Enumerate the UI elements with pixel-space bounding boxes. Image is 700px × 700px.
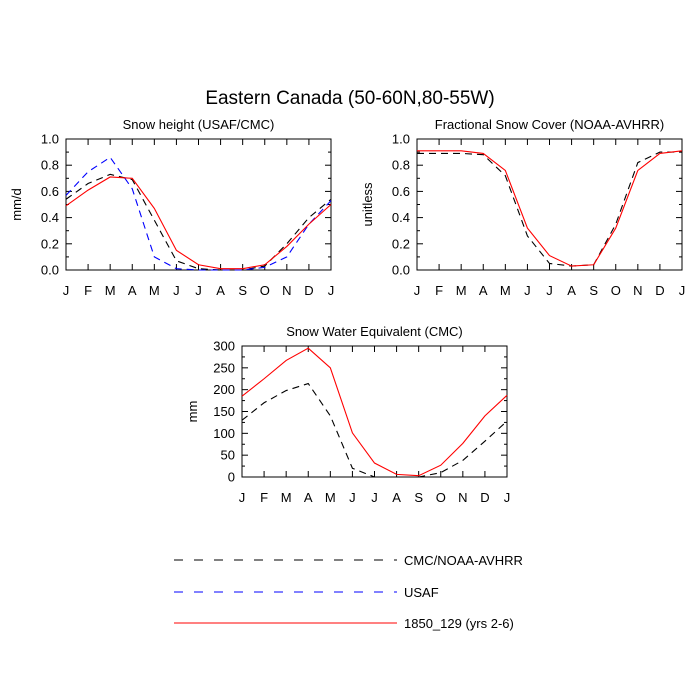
x-tick-label: J xyxy=(414,283,421,298)
legend-item-usaf: USAF xyxy=(174,585,439,600)
panel-title: Snow height (USAF/CMC) xyxy=(123,117,275,132)
x-tick-label: J xyxy=(349,490,356,505)
x-tick-label: O xyxy=(260,283,270,298)
y-tick-label: 200 xyxy=(213,382,235,397)
x-tick-label: A xyxy=(479,283,488,298)
y-axis-label: mm/d xyxy=(9,188,24,221)
y-tick-label: 0.4 xyxy=(392,210,410,225)
legend-item-cmc-noaa-avhrr: CMC/NOAA-AVHRR xyxy=(174,553,523,568)
x-tick-label: J xyxy=(524,283,531,298)
x-tick-label: F xyxy=(435,283,443,298)
y-tick-label: 250 xyxy=(213,360,235,375)
panel-snow-water-equivalent-cmc: Snow Water Equivalent (CMC) 0 50 100 150 200 2… xyxy=(185,324,510,505)
y-tick-label: 0.2 xyxy=(41,236,59,251)
x-tick-label: S xyxy=(238,283,247,298)
x-tick-label: N xyxy=(458,490,467,505)
x-tick-label: J xyxy=(679,283,686,298)
x-tick-label: J xyxy=(173,283,180,298)
x-tick-label: M xyxy=(500,283,511,298)
chart-panels: Snow height (USAF/CMC) 0.0 0.2 0.4 0.6 0.8 1.0… xyxy=(9,117,685,505)
y-tick-label: 1.0 xyxy=(392,132,410,147)
legend: CMC/NOAA-AVHRR USAF 1850_129 (yrs 2-6) xyxy=(174,553,523,631)
y-tick-label: 0 xyxy=(228,470,235,485)
x-tick-label: A xyxy=(128,283,137,298)
x-tick-label: M xyxy=(105,283,116,298)
x-tick-label: A xyxy=(304,490,313,505)
y-tick-label: 150 xyxy=(213,404,235,419)
y-tick-label: 0.2 xyxy=(392,236,410,251)
series-line-cmc-noaa-avhrr xyxy=(65,173,332,271)
series-line-cmc-noaa-avhrr xyxy=(241,382,508,478)
y-tick-label: 0.6 xyxy=(41,184,59,199)
x-tick-label: A xyxy=(392,490,401,505)
y-tick-label: 0.4 xyxy=(41,210,59,225)
panel-title: Snow Water Equivalent (CMC) xyxy=(286,324,463,339)
legend-label: USAF xyxy=(404,585,439,600)
series-line-1850-129-yrs-2-6 xyxy=(65,176,332,270)
x-tick-label: A xyxy=(567,283,576,298)
y-axis-label: unitless xyxy=(360,182,375,227)
panel-snow-height-usaf-cmc: Snow height (USAF/CMC) 0.0 0.2 0.4 0.6 0.8 1.0… xyxy=(9,117,334,298)
x-tick-label: J xyxy=(239,490,246,505)
legend-label: 1850_129 (yrs 2-6) xyxy=(404,616,514,631)
series-line-cmc-noaa-avhrr xyxy=(417,151,682,267)
x-tick-label: F xyxy=(260,490,268,505)
x-tick-label: M xyxy=(325,490,336,505)
y-tick-label: 1.0 xyxy=(41,132,59,147)
x-tick-label: N xyxy=(633,283,642,298)
y-tick-label: 0.0 xyxy=(41,263,59,278)
y-tick-label: 0.0 xyxy=(392,263,410,278)
x-tick-label: N xyxy=(282,283,291,298)
x-tick-label: F xyxy=(84,283,92,298)
figure-title: Eastern Canada (50-60N,80-55W) xyxy=(205,88,494,109)
panel-fractional-snow-cover-noaa-avhrr: Fractional Snow Cover (NOAA-AVHRR) 0.0 0.2… xyxy=(360,117,685,298)
y-tick-label: 100 xyxy=(213,426,235,441)
legend-item-1850-129-yrs-2-6: 1850_129 (yrs 2-6) xyxy=(174,616,514,631)
x-tick-label: O xyxy=(611,283,621,298)
plot-frame xyxy=(241,345,508,478)
x-tick-label: S xyxy=(589,283,598,298)
x-tick-label: J xyxy=(328,283,335,298)
y-axis-label: mm xyxy=(185,401,200,423)
x-tick-label: O xyxy=(436,490,446,505)
x-tick-label: J xyxy=(371,490,378,505)
x-tick-label: D xyxy=(480,490,489,505)
y-tick-label: 50 xyxy=(221,448,235,463)
x-tick-label: S xyxy=(414,490,423,505)
x-tick-label: J xyxy=(546,283,553,298)
x-tick-label: A xyxy=(216,283,225,298)
x-tick-label: M xyxy=(281,490,292,505)
y-tick-label: 0.8 xyxy=(392,158,410,173)
x-tick-label: M xyxy=(149,283,160,298)
panel-title: Fractional Snow Cover (NOAA-AVHRR) xyxy=(435,117,664,132)
plot-frame xyxy=(416,138,683,271)
series-line-1850-129-yrs-2-6 xyxy=(241,347,508,477)
x-tick-label: J xyxy=(195,283,202,298)
y-tick-label: 300 xyxy=(213,339,235,354)
series-line-usaf xyxy=(65,156,332,271)
x-tick-label: J xyxy=(504,490,511,505)
x-tick-label: D xyxy=(304,283,313,298)
y-tick-label: 0.8 xyxy=(41,158,59,173)
x-tick-label: J xyxy=(63,283,70,298)
x-tick-label: D xyxy=(655,283,664,298)
series-line-1850-129-yrs-2-6 xyxy=(417,150,683,267)
y-tick-label: 0.6 xyxy=(392,184,410,199)
x-tick-label: M xyxy=(456,283,467,298)
legend-label: CMC/NOAA-AVHRR xyxy=(404,553,523,568)
